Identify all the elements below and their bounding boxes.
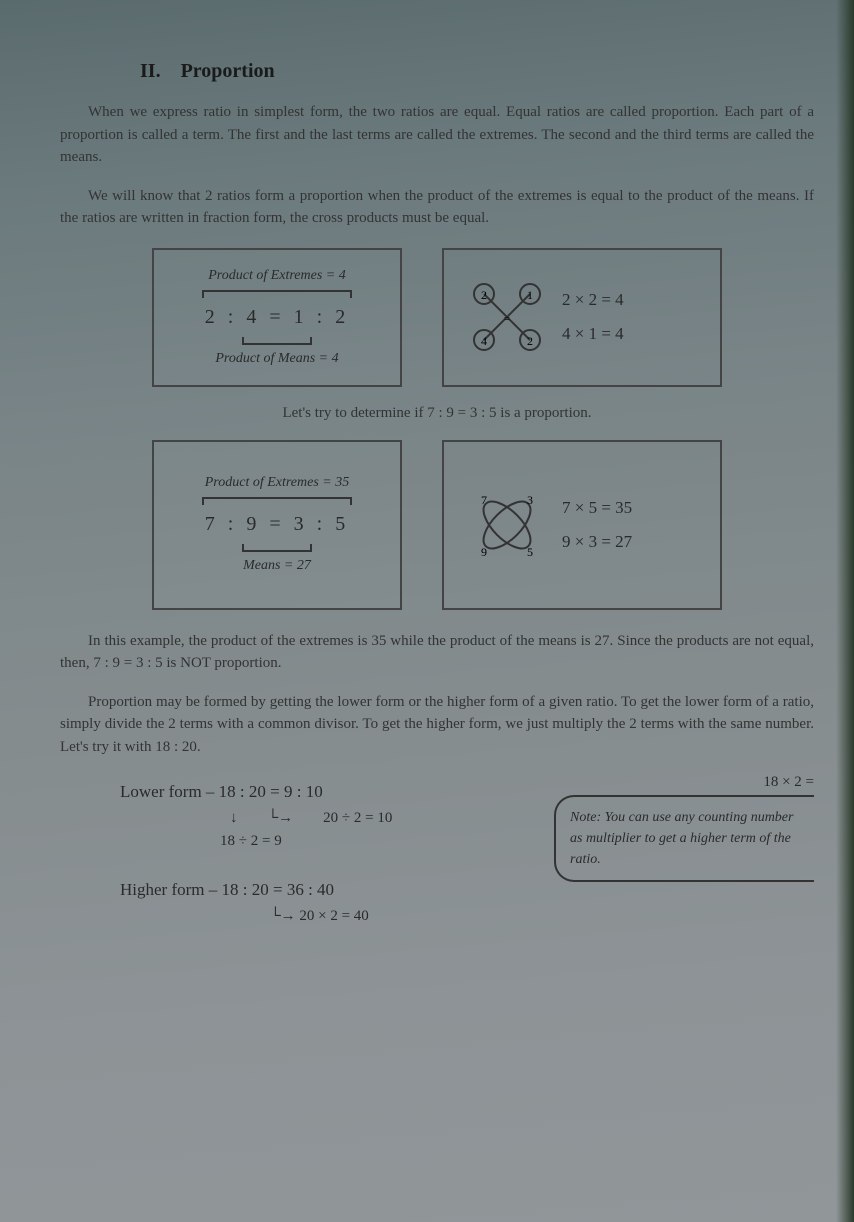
svg-text:3: 3 — [527, 493, 533, 507]
arrow-branch-icon-2: └→ — [270, 908, 296, 924]
svg-text:=: = — [504, 313, 510, 325]
bracket-bot-2 — [242, 544, 312, 552]
ratio-2: 7 : 9 = 3 : 5 — [205, 513, 349, 536]
section-number: II. — [140, 60, 161, 82]
note-text: Note: You can use any counting number as… — [570, 810, 793, 867]
cross-equations-2: 7 × 5 = 35 9 × 3 = 27 — [562, 491, 632, 559]
higher-calc-row: └→ 20 × 2 = 40 — [270, 908, 524, 925]
bracket-top-2 — [202, 497, 352, 505]
arrow-down-icon: ↓ — [230, 810, 238, 827]
diagram-row-2: Product of Extremes = 35 7 : 9 = 3 : 5 M… — [60, 440, 814, 610]
arrow-branch-icon: └→ — [268, 810, 294, 827]
lower-calcs: ↓ └→ 20 ÷ 2 = 10 — [230, 810, 524, 827]
svg-text:2: 2 — [527, 334, 533, 348]
cross-eq-2b: 9 × 3 = 27 — [562, 525, 632, 559]
cross-eq-1a: 2 × 2 = 4 — [562, 283, 624, 317]
work-left: Lower form – 18 : 20 = 9 : 10 ↓ └→ 20 ÷ … — [60, 774, 524, 925]
section-header: II. Proportion — [140, 60, 814, 83]
cross-diagram-1: 2 1 4 2 = — [472, 282, 542, 352]
cross-equations-1: 2 × 2 = 4 4 × 1 = 4 — [562, 283, 624, 351]
paragraph-2: We will know that 2 ratios form a propor… — [60, 185, 814, 230]
svg-text:4: 4 — [481, 334, 487, 348]
extremes-label-1: Product of Extremes = 4 — [208, 268, 346, 284]
means-label-1: Product of Means = 4 — [215, 351, 338, 367]
higher-form-line: Higher form – 18 : 20 = 36 : 40 — [120, 880, 524, 900]
cross-eq-1b: 4 × 1 = 4 — [562, 317, 624, 351]
cross-diagram-2: 7 3 9 5 — [472, 490, 542, 560]
extremes-means-box-2: Product of Extremes = 35 7 : 9 = 3 : 5 M… — [152, 440, 402, 610]
mid-instruction: Let's try to determine if 7 : 9 = 3 : 5 … — [60, 405, 814, 422]
svg-text:1: 1 — [527, 288, 533, 302]
svg-text:2: 2 — [481, 288, 487, 302]
bracket-top-1 — [202, 290, 352, 298]
cross-product-box-1: 2 1 4 2 = 2 × 2 = 4 4 × 1 = 4 — [442, 248, 722, 387]
higher-calc: 20 × 2 = 40 — [299, 908, 368, 924]
paragraph-4: Proportion may be formed by getting the … — [60, 691, 814, 759]
note-box: Note: You can use any counting number as… — [554, 795, 814, 882]
lower-section: In this example, the product of the extr… — [60, 630, 814, 926]
note-container: 18 × 2 = Note: You can use any counting … — [554, 774, 814, 882]
svg-text:9: 9 — [481, 545, 487, 559]
means-label-2: Means = 27 — [243, 558, 311, 574]
bracket-bot-1 — [242, 337, 312, 345]
section-title: Proportion — [181, 60, 275, 82]
ratio-1: 2 : 4 = 1 : 2 — [205, 306, 349, 329]
lower-form-line: Lower form – 18 : 20 = 9 : 10 — [120, 782, 524, 802]
page-content: II. Proportion When we express ratio in … — [0, 0, 854, 945]
lower-calc-1: 18 ÷ 2 = 9 — [220, 833, 524, 850]
paragraph-3: In this example, the product of the extr… — [60, 630, 814, 675]
cross-eq-2a: 7 × 5 = 35 — [562, 491, 632, 525]
svg-text:7: 7 — [481, 493, 487, 507]
work-area: Lower form – 18 : 20 = 9 : 10 ↓ └→ 20 ÷ … — [60, 774, 814, 925]
note-top-calc: 18 × 2 = — [554, 774, 814, 791]
extremes-label-2: Product of Extremes = 35 — [205, 475, 350, 491]
svg-text:5: 5 — [527, 545, 533, 559]
lower-calc-2: 20 ÷ 2 = 10 — [323, 810, 392, 827]
diagram-row-1: Product of Extremes = 4 2 : 4 = 1 : 2 Pr… — [60, 248, 814, 387]
page-edge — [836, 0, 854, 1222]
extremes-means-box-1: Product of Extremes = 4 2 : 4 = 1 : 2 Pr… — [152, 248, 402, 387]
paragraph-1: When we express ratio in simplest form, … — [60, 101, 814, 169]
cross-product-box-2: 7 3 9 5 7 × 5 = 35 9 × 3 = 27 — [442, 440, 722, 610]
